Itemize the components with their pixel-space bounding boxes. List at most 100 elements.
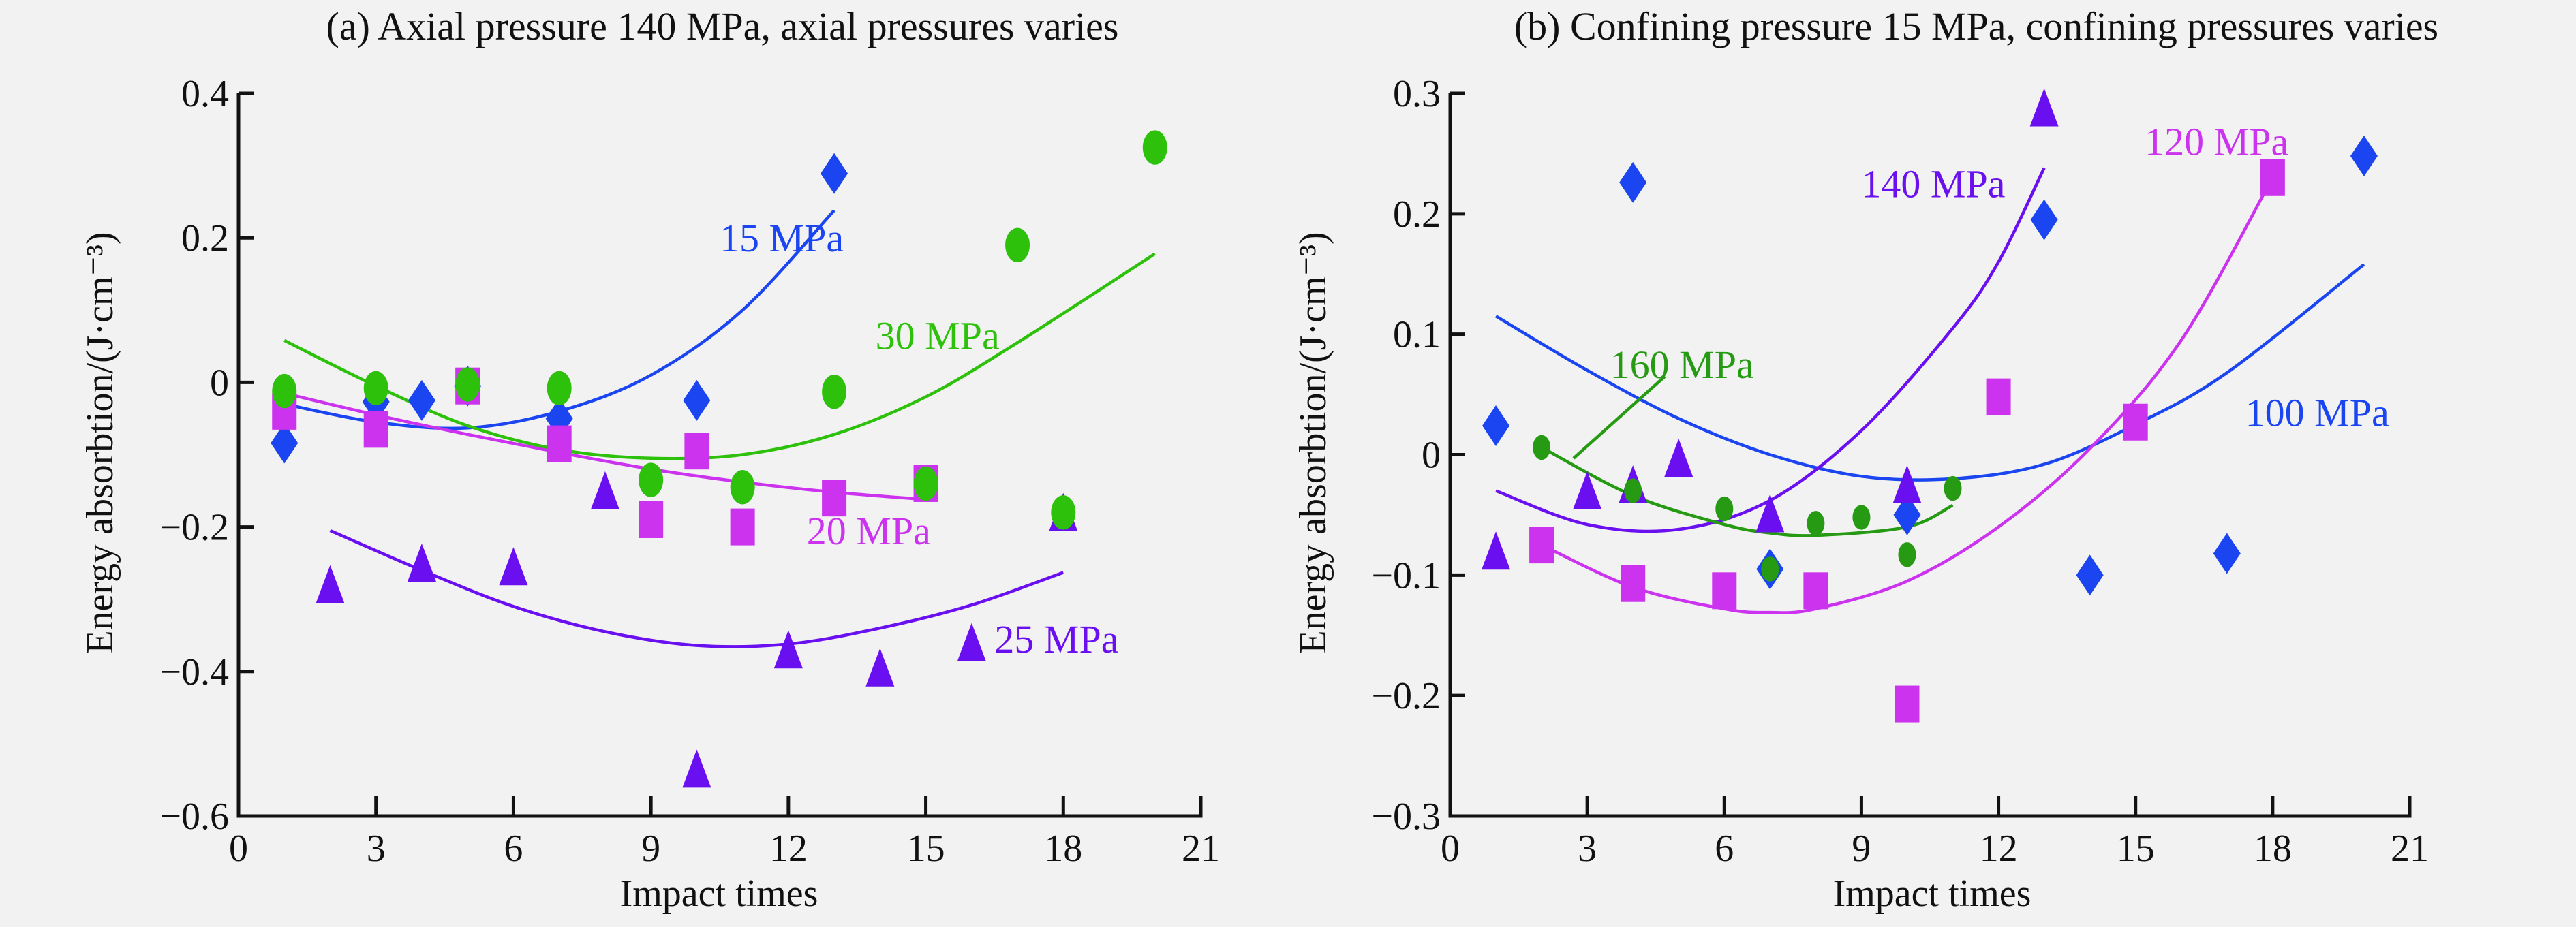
data-point-30-mpa bbox=[822, 374, 847, 409]
data-point-120-mpa bbox=[1986, 378, 2011, 415]
data-point-30-mpa bbox=[455, 367, 480, 402]
data-point-100-mpa bbox=[1619, 161, 1647, 203]
data-point-25-mpa bbox=[957, 623, 986, 661]
series-label-20-mpa: 20 MPa bbox=[807, 509, 931, 553]
fit-curve-140-mpa bbox=[1495, 167, 2046, 533]
data-point-160-mpa bbox=[1852, 505, 1871, 530]
panel-a-axes bbox=[236, 93, 1203, 818]
data-point-100-mpa bbox=[1893, 494, 1921, 535]
y-tick-label: −0.6 bbox=[159, 796, 229, 838]
fit-curve-25-mpa bbox=[329, 529, 1064, 648]
x-tick-label: 3 bbox=[1578, 828, 1597, 870]
data-point-160-mpa bbox=[1898, 542, 1916, 567]
panel-a: (a) Axial pressure 140 MPa, axial pressu… bbox=[79, 4, 1220, 915]
data-point-30-mpa bbox=[1005, 227, 1030, 263]
x-tick-label: 9 bbox=[1852, 828, 1871, 870]
data-point-20-mpa bbox=[363, 411, 388, 448]
y-tick-label: −0.4 bbox=[159, 651, 229, 693]
data-point-120-mpa bbox=[1712, 572, 1737, 610]
data-point-140-mpa bbox=[1573, 471, 1602, 509]
data-point-160-mpa bbox=[1761, 556, 1779, 582]
data-point-100-mpa bbox=[2030, 199, 2058, 240]
data-point-25-mpa bbox=[407, 543, 436, 582]
panel-b: (b) Confining pressure 15 MPa, confining… bbox=[1292, 4, 2438, 915]
x-tick-label: 12 bbox=[769, 828, 808, 870]
x-tick-label: 15 bbox=[907, 828, 945, 870]
data-point-140-mpa bbox=[1482, 531, 1511, 570]
series-label-140-mpa: 140 MPa bbox=[1861, 162, 2005, 206]
data-point-120-mpa bbox=[1621, 565, 1646, 602]
data-point-30-mpa bbox=[363, 371, 388, 406]
panel-b-x-axis-title: Impact times bbox=[1833, 873, 2031, 915]
panel-b-axes bbox=[1448, 93, 2412, 818]
y-tick-label: −0.2 bbox=[159, 507, 229, 549]
x-tick-label: 12 bbox=[1980, 828, 2018, 870]
panel-b-points bbox=[1482, 88, 2378, 723]
data-point-15-mpa bbox=[821, 153, 848, 194]
data-point-160-mpa bbox=[1715, 496, 1734, 522]
y-tick-label: −0.3 bbox=[1371, 796, 1441, 838]
data-point-25-mpa bbox=[316, 565, 345, 603]
x-tick-label: 0 bbox=[1441, 828, 1460, 870]
x-tick-label: 18 bbox=[2254, 828, 2292, 870]
data-point-25-mpa bbox=[590, 471, 619, 509]
x-tick-label: 0 bbox=[229, 828, 248, 870]
panel-b-y-axis-title: Energy absorbtion/(J·cm⁻³) bbox=[1292, 232, 1334, 653]
x-tick-label: 21 bbox=[2391, 828, 2429, 870]
fit-curve-120-mpa bbox=[1541, 176, 2274, 614]
data-point-120-mpa bbox=[1803, 572, 1828, 610]
fit-curve-100-mpa bbox=[1494, 263, 2365, 482]
data-point-20-mpa bbox=[730, 508, 755, 546]
data-point-30-mpa bbox=[272, 373, 297, 409]
data-point-30-mpa bbox=[1051, 495, 1076, 530]
data-point-20-mpa bbox=[684, 433, 709, 470]
panel-a-x-axis-title: Impact times bbox=[620, 873, 818, 915]
y-tick-label: 0.4 bbox=[181, 73, 229, 115]
y-tick-label: 0.2 bbox=[181, 217, 229, 260]
data-point-160-mpa bbox=[1807, 511, 1825, 536]
y-tick-label: 0 bbox=[1422, 435, 1441, 477]
series-label-160-mpa: 160 MPa bbox=[1610, 343, 1754, 387]
data-point-140-mpa bbox=[2029, 88, 2059, 127]
data-point-160-mpa bbox=[1533, 435, 1551, 460]
data-point-15-mpa bbox=[408, 379, 435, 421]
y-tick-label: −0.1 bbox=[1371, 554, 1441, 597]
data-point-25-mpa bbox=[865, 648, 895, 687]
data-point-30-mpa bbox=[1142, 130, 1167, 165]
data-point-25-mpa bbox=[682, 749, 711, 788]
data-point-30-mpa bbox=[639, 462, 664, 497]
panel-a-series-labels: 15 MPa 20 MPa 25 MPa 30 MPa bbox=[720, 216, 1119, 661]
data-point-120-mpa bbox=[1529, 527, 1554, 564]
y-tick-label: 0.1 bbox=[1393, 314, 1441, 356]
x-tick-label: 6 bbox=[1715, 828, 1734, 870]
data-point-100-mpa bbox=[2076, 554, 2104, 596]
series-label-25-mpa: 25 MPa bbox=[994, 617, 1118, 661]
panel-b-y-ticks: 0.3 0.2 0.1 0 −0.1 −0.2 −0.3 bbox=[1371, 73, 1465, 838]
data-point-25-mpa bbox=[499, 547, 528, 586]
data-point-15-mpa bbox=[683, 379, 711, 421]
data-point-100-mpa bbox=[2350, 135, 2378, 176]
x-tick-label: 3 bbox=[367, 828, 386, 870]
data-point-120-mpa bbox=[1895, 685, 1920, 723]
panel-b-series-labels: 100 MPa 120 MPa 140 MPa 160 MPa bbox=[1610, 120, 2389, 435]
y-tick-label: −0.2 bbox=[1371, 675, 1441, 717]
panel-a-y-ticks: 0.4 0.2 0 −0.2 −0.4 −0.6 bbox=[159, 73, 254, 838]
panel-a-points bbox=[271, 130, 1167, 788]
series-label-120-mpa: 120 MPa bbox=[2145, 120, 2288, 164]
data-point-120-mpa bbox=[2123, 403, 2148, 441]
x-tick-label: 6 bbox=[504, 828, 523, 870]
data-point-160-mpa bbox=[1624, 478, 1642, 503]
data-point-160-mpa bbox=[1944, 475, 1962, 501]
data-point-100-mpa bbox=[2213, 533, 2241, 574]
data-point-30-mpa bbox=[730, 470, 755, 505]
panel-b-fit-curves bbox=[1494, 167, 2365, 614]
y-tick-label: 0 bbox=[210, 362, 229, 404]
series-label-30-mpa: 30 MPa bbox=[876, 313, 1000, 358]
data-point-20-mpa bbox=[547, 425, 572, 462]
data-point-140-mpa bbox=[1892, 465, 1922, 504]
y-tick-label: 0.3 bbox=[1393, 73, 1441, 115]
x-tick-label: 15 bbox=[2117, 828, 2155, 870]
data-point-15-mpa bbox=[271, 422, 298, 464]
